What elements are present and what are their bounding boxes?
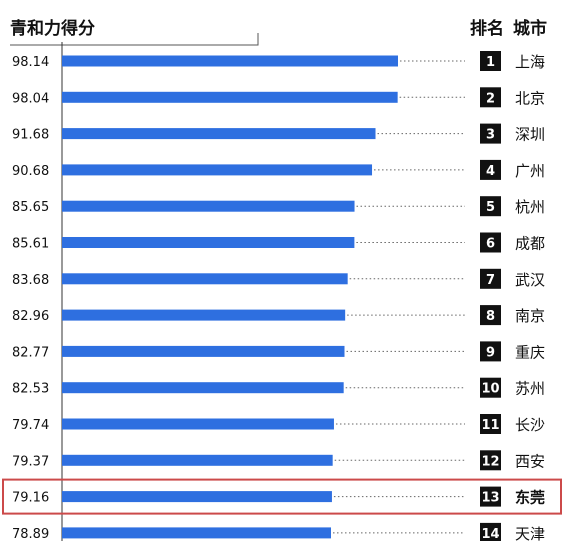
city-label: 成都 xyxy=(515,235,545,253)
bar xyxy=(62,273,348,285)
rank-number: 3 xyxy=(486,128,495,143)
bar xyxy=(62,382,344,394)
value-label: 79.74 xyxy=(12,418,49,433)
chart-title: 青和力得分 xyxy=(10,18,95,39)
bar xyxy=(62,200,355,212)
value-label: 79.37 xyxy=(12,454,49,469)
rank-badge xyxy=(480,522,501,541)
city-label: 南京 xyxy=(515,307,545,325)
rank-number: 13 xyxy=(481,491,499,506)
value-label: 82.77 xyxy=(12,345,49,360)
city-label: 深圳 xyxy=(515,126,545,144)
rank-number: 11 xyxy=(481,418,499,433)
rank-number: 12 xyxy=(481,454,499,469)
bar xyxy=(62,55,398,67)
rank-badge xyxy=(480,414,501,434)
value-label: 98.04 xyxy=(12,91,49,106)
value-label: 91.68 xyxy=(12,128,49,143)
city-header: 城市 xyxy=(513,18,547,39)
city-label: 东莞 xyxy=(515,489,545,507)
value-label: 79.16 xyxy=(12,491,49,506)
bar xyxy=(62,128,376,140)
rank-badge xyxy=(480,87,501,108)
rank-badge xyxy=(480,51,501,71)
bar xyxy=(62,345,345,357)
rank-number: 7 xyxy=(486,273,495,288)
rank-badge xyxy=(480,196,501,217)
title-underline xyxy=(10,33,259,46)
city-label: 重庆 xyxy=(515,343,545,361)
rank-number: 4 xyxy=(486,164,495,179)
rank-number: 2 xyxy=(486,91,495,106)
rank-number: 9 xyxy=(486,345,495,360)
value-label: 78.89 xyxy=(12,527,49,541)
value-label: 85.65 xyxy=(12,200,49,215)
city-label: 广州 xyxy=(515,162,545,180)
rank-badge xyxy=(480,305,501,326)
rank-badge xyxy=(480,486,501,507)
bar xyxy=(62,454,333,466)
value-label: 83.68 xyxy=(12,273,49,288)
value-label: 85.61 xyxy=(12,237,49,252)
rank-number: 1 xyxy=(486,55,495,70)
bar xyxy=(62,91,398,103)
value-label: 82.53 xyxy=(12,382,49,397)
rank-badge xyxy=(480,123,501,144)
highlight-box xyxy=(2,478,562,515)
rank-number: 6 xyxy=(486,237,495,252)
value-label: 98.14 xyxy=(12,55,49,70)
value-label: 82.96 xyxy=(12,309,49,324)
chart-rows: 98.14 1 上海 98.04 2 北京 91.68 3 深圳 90.68 4 广州 85.65 5 杭州… xyxy=(2,51,562,541)
rank-badge xyxy=(480,268,501,289)
bar xyxy=(62,418,334,430)
rank-header: 排名 xyxy=(470,18,504,39)
value-label: 90.68 xyxy=(12,164,49,179)
city-label: 天津 xyxy=(515,525,545,541)
rank-badge xyxy=(480,377,501,398)
bar xyxy=(62,237,355,248)
city-label: 北京 xyxy=(515,89,545,107)
city-label: 长沙 xyxy=(515,416,545,434)
rank-badge xyxy=(480,232,501,253)
rank-number: 5 xyxy=(486,200,495,215)
city-label: 上海 xyxy=(515,53,545,71)
city-label: 杭州 xyxy=(515,198,545,216)
bar xyxy=(62,491,332,503)
rank-badge xyxy=(480,341,501,362)
city-label: 苏州 xyxy=(515,380,545,398)
rank-number: 10 xyxy=(481,382,499,397)
rank-badge xyxy=(480,159,501,180)
bar xyxy=(62,309,346,321)
rank-number: 14 xyxy=(481,527,499,541)
city-label: 武汉 xyxy=(515,271,545,289)
bar xyxy=(62,164,373,176)
rank-number: 8 xyxy=(486,309,495,324)
rank-badge xyxy=(480,450,501,471)
city-label: 西安 xyxy=(515,452,545,470)
bar xyxy=(62,527,331,539)
